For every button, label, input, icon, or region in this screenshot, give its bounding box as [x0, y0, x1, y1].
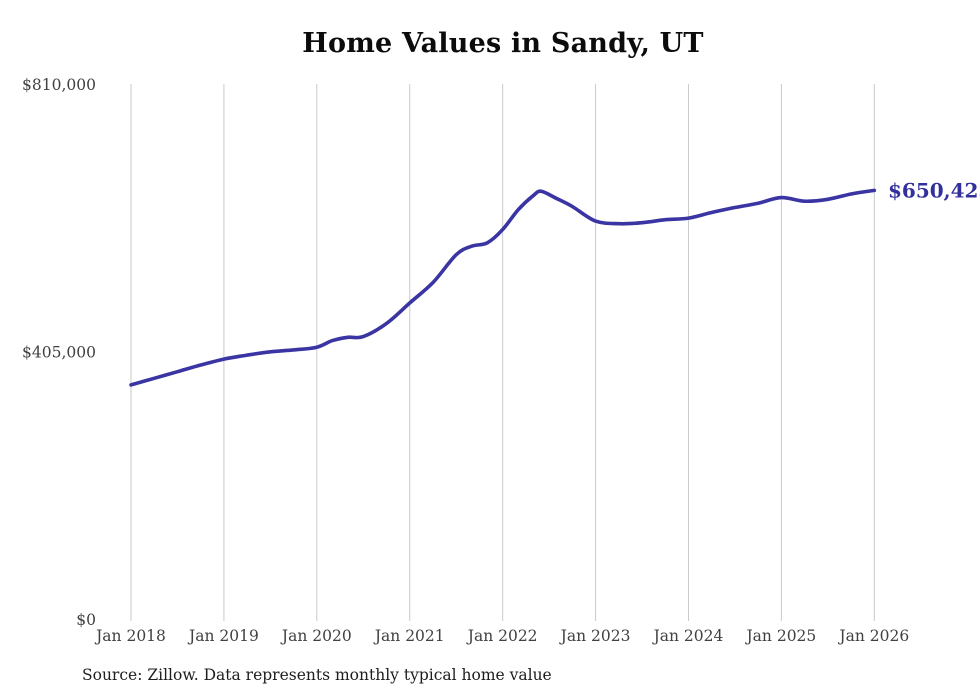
x-tick-label: Jan 2025	[744, 627, 816, 645]
x-tick-label: Jan 2020	[280, 627, 352, 645]
x-tick-label: Jan 2024	[652, 627, 724, 645]
source-note: Source: Zillow. Data represents monthly …	[82, 666, 552, 684]
x-tick-label: Jan 2022	[466, 627, 538, 645]
x-tick-label: Jan 2023	[559, 627, 631, 645]
y-tick-label: $0	[76, 611, 96, 629]
latest-value-label: $650,423	[888, 178, 980, 202]
y-tick-label: $810,000	[22, 76, 96, 94]
x-tick-label: Jan 2018	[94, 627, 166, 645]
x-tick-label: Jan 2019	[187, 627, 259, 645]
y-tick-label: $405,000	[22, 344, 96, 362]
home-value-line	[129, 188, 877, 387]
x-tick-label: Jan 2026	[837, 627, 909, 645]
chart-title: Home Values in Sandy, UT	[302, 28, 704, 59]
x-tick-label: Jan 2021	[373, 627, 445, 645]
